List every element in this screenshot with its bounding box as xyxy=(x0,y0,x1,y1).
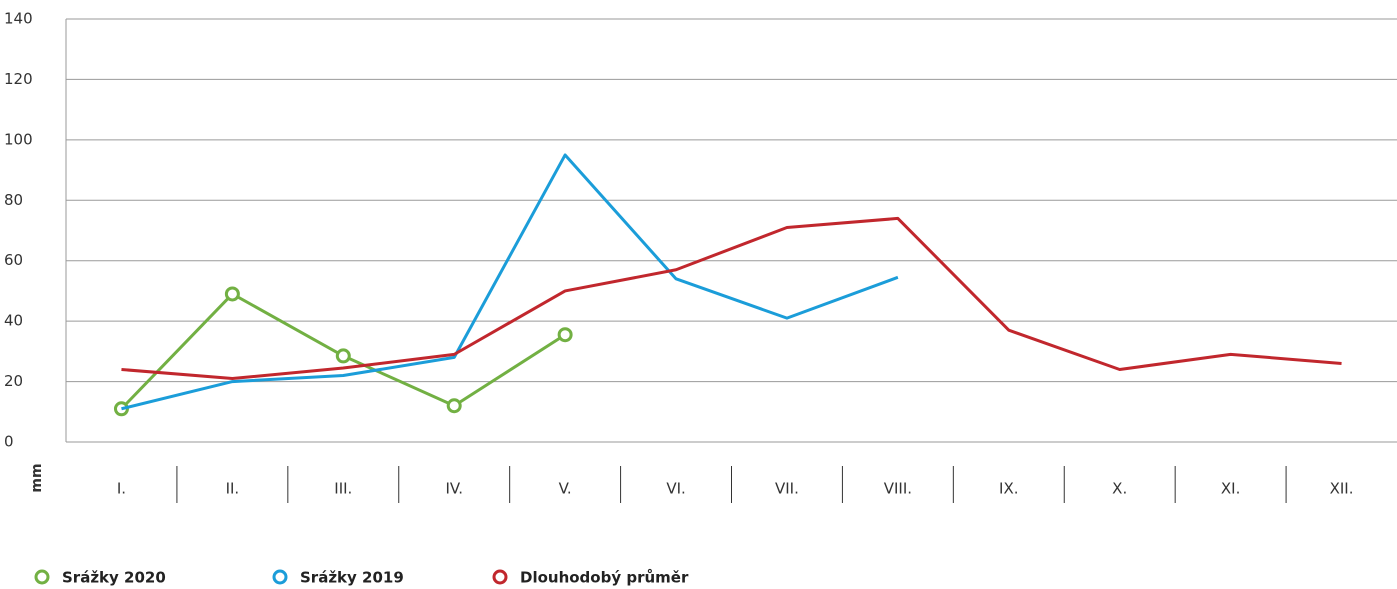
y-axis-label: mm xyxy=(29,463,45,492)
x-tick-label: III. xyxy=(334,480,352,498)
y-tick-label: 60 xyxy=(4,251,23,269)
y-tick-label: 100 xyxy=(4,130,33,148)
x-tick-label: VI. xyxy=(666,480,685,498)
y-tick-label: 0 xyxy=(4,433,14,451)
legend-marker xyxy=(272,569,288,585)
x-tick-label: VIII. xyxy=(884,480,912,498)
x-tick-label: XII. xyxy=(1330,480,1354,498)
y-tick-label: 120 xyxy=(4,70,33,88)
series-line xyxy=(121,216,1342,381)
x-tick-label: I. xyxy=(117,480,126,498)
legend-marker xyxy=(34,569,50,585)
x-tick-label: VII. xyxy=(775,480,799,498)
series-line xyxy=(121,153,899,411)
legend-label: Dlouhodobý průměr xyxy=(520,569,689,587)
legend-marker xyxy=(492,569,508,585)
y-tick-label: 140 xyxy=(4,10,33,28)
legend-label: Srážky 2019 xyxy=(300,569,404,587)
point-marker xyxy=(557,327,573,343)
x-tick-label: V. xyxy=(559,480,572,498)
x-tick-label: II. xyxy=(226,480,240,498)
point-marker xyxy=(224,286,240,302)
y-tick-label: 80 xyxy=(4,191,23,209)
x-tick-label: X. xyxy=(1112,480,1127,498)
point-marker xyxy=(335,348,351,364)
y-tick-label: 20 xyxy=(4,372,23,390)
x-tick-label: IV. xyxy=(445,480,463,498)
legend-label: Srážky 2020 xyxy=(62,569,166,587)
y-tick-label: 40 xyxy=(4,312,23,330)
point-marker xyxy=(446,398,462,414)
x-tick-label: IX. xyxy=(999,480,1018,498)
x-tick-label: XI. xyxy=(1221,480,1240,498)
